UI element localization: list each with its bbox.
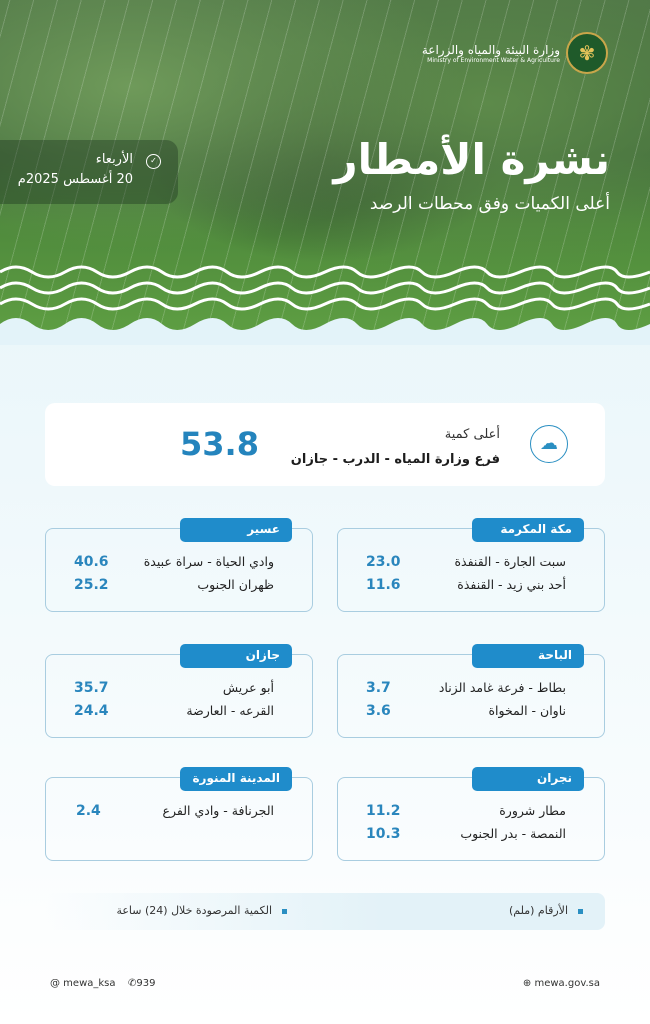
rain-cloud-icon: ☁	[530, 425, 568, 463]
ministry-name-ar: وزارة البيئة والمياه والزراعة	[421, 42, 560, 57]
station-row: أبو عريش 35.7	[46, 680, 312, 700]
station-name: سبت الجارة - القنفذة	[454, 554, 566, 569]
region-title: الباحة	[472, 644, 584, 668]
station-row: الجرنافة - وادي الفرع 2.4	[46, 803, 312, 823]
station-value: 3.7	[366, 680, 391, 696]
station-value: 23.0	[366, 554, 401, 570]
website-text: mewa.gov.sa	[534, 978, 600, 989]
station-name: وادي الحياة - سراة عبيدة	[143, 554, 274, 569]
date-box: ✓ الأربعاء 20 أغسطس 2025م	[0, 140, 178, 204]
station-name: النمصة - بدر الجنوب	[460, 826, 566, 841]
station-value: 2.4	[76, 803, 101, 819]
highest-amount-card: ☁ أعلى كمية فرع وزارة المياه - الدرب - ج…	[45, 403, 605, 486]
legend-period-text: الكمية المرصودة خلال (24) ساعة	[116, 904, 272, 917]
ministry-name-en: Ministry of Environment Water & Agricult…	[427, 56, 560, 64]
station-row: سبت الجارة - القنفذة 23.0	[338, 554, 604, 574]
highest-label: أعلى كمية	[444, 427, 500, 442]
region-title: نجران	[472, 767, 584, 791]
legend-units-text: الأرقام (ملم)	[509, 904, 568, 917]
station-name: بطاط - فرعة غامد الزناد	[438, 680, 566, 695]
highest-location: فرع وزارة المياه - الدرب - جازان	[290, 452, 500, 467]
bullet-icon	[282, 908, 287, 914]
station-name: القرعه - العارضة	[186, 703, 274, 718]
station-row: القرعه - العارضة 24.4	[46, 703, 312, 723]
station-value: 40.6	[74, 554, 109, 570]
station-value: 3.6	[366, 703, 391, 719]
region-title: عسير	[180, 518, 292, 542]
bullet-icon	[578, 908, 583, 914]
station-row: ظهران الجنوب 25.2	[46, 577, 312, 597]
station-name: مطار شرورة	[499, 803, 566, 818]
region-card-najran: نجران مطار شرورة 11.2 النمصة - بدر الجنوب…	[337, 767, 605, 861]
region-card-makkah: مكة المكرمة سبت الجارة - القنفذة 23.0 أحد…	[337, 518, 605, 612]
hero-rain-photo	[0, 0, 650, 345]
calendar-icon: ✓	[146, 154, 161, 169]
region-card-jazan: جازان أبو عريش 35.7 القرعه - العارضة 24.4	[45, 644, 313, 738]
day-label: الأربعاء	[95, 152, 133, 167]
legend-period: الكمية المرصودة خلال (24) ساعة	[116, 904, 287, 917]
palm-swords-emblem-icon: ✾	[566, 32, 608, 74]
region-title: جازان	[180, 644, 292, 668]
region-card-baha: الباحة بطاط - فرعة غامد الزناد 3.7 ناوان …	[337, 644, 605, 738]
station-value: 11.2	[366, 803, 401, 819]
page-subtitle: أعلى الكميات وفق محطات الرصد	[369, 194, 610, 214]
station-name: ناوان - المخواة	[488, 703, 567, 718]
station-value: 10.3	[366, 826, 401, 842]
legend-units: الأرقام (ملم)	[509, 904, 583, 917]
phone-link[interactable]: ✆939	[128, 978, 155, 989]
website-link[interactable]: ⊕ mewa.gov.sa	[523, 978, 600, 989]
twitter-handle[interactable]: @ mewa_ksa	[50, 978, 116, 989]
station-name: ظهران الجنوب	[197, 577, 274, 592]
page-title: نشرة الأمطار	[333, 135, 610, 184]
region-card-madinah: المدينة المنورة الجرنافة - وادي الفرع 2.4	[45, 767, 313, 861]
station-value: 35.7	[74, 680, 109, 696]
station-value: 24.4	[74, 703, 109, 719]
wave-decoration	[0, 265, 650, 345]
station-name: أبو عريش	[222, 680, 274, 695]
station-row: ناوان - المخواة 3.6	[338, 703, 604, 723]
region-title: المدينة المنورة	[180, 767, 292, 791]
ministry-logo: وزارة البيئة والمياه والزراعة Ministry o…	[422, 32, 608, 74]
phone-number: 939	[136, 978, 156, 989]
station-row: أحد بني زيد - القنفذة 11.6	[338, 577, 604, 597]
station-name: الجرنافة - وادي الفرع	[162, 803, 274, 818]
station-value: 25.2	[74, 577, 109, 593]
station-row: النمصة - بدر الجنوب 10.3	[338, 826, 604, 846]
date-label: 20 أغسطس 2025م	[17, 172, 133, 187]
phone-icon: ✆	[128, 978, 137, 989]
highest-value: 53.8	[180, 425, 259, 463]
station-row: وادي الحياة - سراة عبيدة 40.6	[46, 554, 312, 574]
station-name: أحد بني زيد - القنفذة	[457, 577, 566, 592]
legend-bar: الأرقام (ملم) الكمية المرصودة خلال (24) …	[45, 893, 605, 930]
station-row: مطار شرورة 11.2	[338, 803, 604, 823]
station-value: 11.6	[366, 577, 401, 593]
globe-icon: ⊕	[522, 978, 535, 989]
region-card-asir: عسير وادي الحياة - سراة عبيدة 40.6 ظهران …	[45, 518, 313, 612]
station-row: بطاط - فرعة غامد الزناد 3.7	[338, 680, 604, 700]
region-title: مكة المكرمة	[472, 518, 584, 542]
